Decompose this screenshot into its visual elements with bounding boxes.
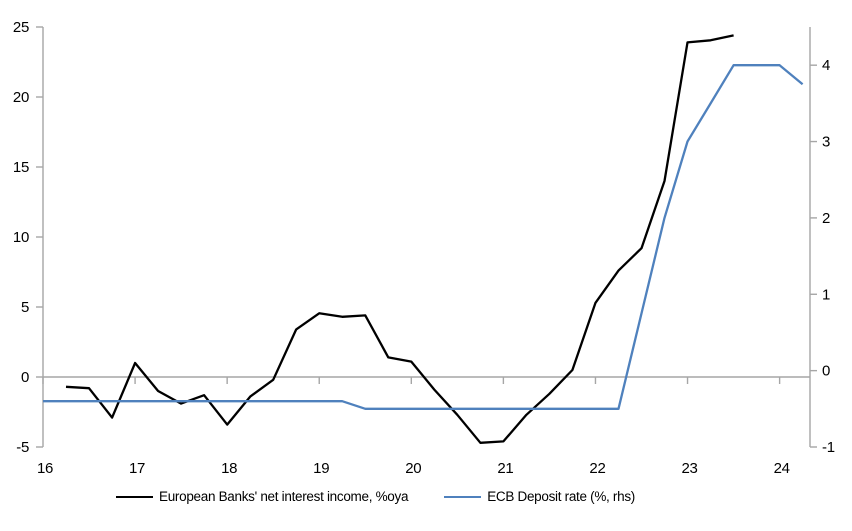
left-axis-tick-label: 10 bbox=[13, 229, 29, 246]
x-axis-tick-label: 20 bbox=[405, 460, 421, 477]
right-axis-tick-label: -1 bbox=[822, 439, 835, 456]
left-axis-tick-label: 25 bbox=[13, 19, 29, 36]
right-axis-tick-label: 2 bbox=[822, 210, 830, 227]
left-axis-tick-label: -5 bbox=[16, 439, 29, 456]
left-axis-tick-label: 15 bbox=[13, 159, 29, 176]
right-axis-tick-label: 3 bbox=[822, 134, 830, 151]
left-axis-tick-label: 0 bbox=[21, 369, 29, 386]
x-axis-tick-label: 21 bbox=[497, 460, 513, 477]
x-axis-tick-label: 16 bbox=[37, 460, 53, 477]
legend-item-ecb-rate: ECB Deposit rate (%, rhs) bbox=[444, 489, 635, 504]
right-axis-tick-label: 1 bbox=[822, 286, 830, 303]
x-axis-tick-label: 19 bbox=[313, 460, 329, 477]
x-axis-tick-label: 23 bbox=[681, 460, 697, 477]
x-axis-tick-label: 17 bbox=[129, 460, 145, 477]
right-axis-tick-label: 0 bbox=[822, 363, 830, 380]
ecb-rate-line-swatch bbox=[444, 495, 482, 498]
legend-label-nii: European Banks' net interest income, %oy… bbox=[159, 489, 409, 504]
left-axis-tick-label: 5 bbox=[21, 299, 29, 316]
left-axis-tick-label: 20 bbox=[13, 89, 29, 106]
legend-item-nii: European Banks' net interest income, %oy… bbox=[116, 489, 408, 504]
legend-label-ecb-rate: ECB Deposit rate (%, rhs) bbox=[487, 489, 635, 504]
right-axis-tick-label: 4 bbox=[822, 57, 830, 74]
nii-series-line bbox=[65, 34, 734, 444]
nii-line-swatch bbox=[116, 495, 153, 498]
x-axis-tick-label: 18 bbox=[221, 460, 237, 477]
ecb-rate-series-line bbox=[43, 64, 804, 410]
chart-legend: European Banks' net interest income, %oy… bbox=[116, 489, 635, 504]
x-axis-tick-label: 22 bbox=[589, 460, 605, 477]
x-axis-tick-label: 24 bbox=[774, 460, 790, 477]
